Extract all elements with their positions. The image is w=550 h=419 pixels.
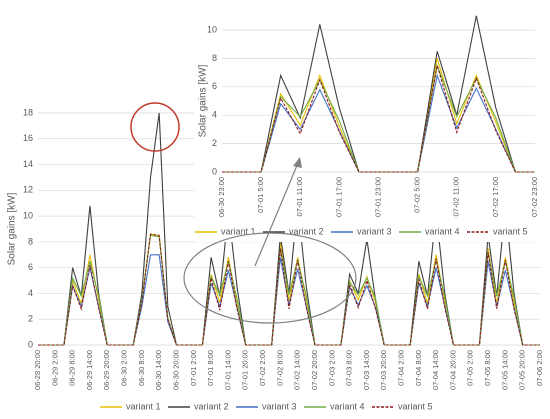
y-tick-label: 8 [212, 53, 217, 63]
x-tick-label: 06-29 2:00 [50, 350, 59, 386]
x-tick-label: 07-02 2:00 [258, 350, 267, 386]
y-tick-label: 0 [212, 166, 217, 176]
y-tick-label: 10 [207, 24, 217, 34]
legend-label: variant 4 [425, 226, 460, 236]
legend-label: variant 3 [357, 226, 392, 236]
y-axis-label: Solar gains [kW] [7, 192, 18, 265]
zoom-arrow [254, 162, 299, 267]
x-tick-label: 07-05 2:00 [466, 350, 475, 386]
y-tick-label: 18 [23, 107, 33, 117]
x-tick-label: 07-04 8:00 [414, 350, 423, 386]
series-line [222, 65, 535, 173]
y-tick-label: 12 [23, 185, 33, 195]
x-tick-label: 07-02 5:00 [413, 177, 422, 213]
x-tick-label: 07-01 23:00 [373, 177, 382, 217]
legend-label: variant 2 [289, 226, 324, 236]
zoom-arrow-head [293, 157, 302, 168]
x-tick-label: 07-05 8:00 [483, 350, 492, 386]
x-tick-label: 07-01 8:00 [206, 350, 215, 386]
legend-label: variant 2 [194, 401, 229, 411]
x-tick-label: 06-30 23:00 [217, 177, 226, 217]
x-tick-label: 07-06 2:00 [535, 350, 544, 386]
legend-label: variant 5 [493, 226, 528, 236]
x-tick-label: 07-03 2:00 [327, 350, 336, 386]
series-line [38, 233, 540, 346]
x-tick-label: 06-28 20:00 [33, 350, 42, 390]
y-tick-label: 0 [28, 339, 33, 349]
x-tick-label: 06-30 8:00 [137, 350, 146, 386]
y-tick-label: 4 [212, 110, 217, 120]
x-tick-label: 06-29 8:00 [68, 350, 77, 386]
x-tick-label: 06-29 14:00 [85, 350, 94, 390]
legend-label: variant 5 [398, 401, 433, 411]
x-tick-label: 07-02 8:00 [275, 350, 284, 386]
y-tick-label: 6 [212, 81, 217, 91]
x-tick-label: 06-29 20:00 [102, 350, 111, 390]
legend-label: variant 4 [330, 401, 365, 411]
y-tick-label: 16 [23, 133, 33, 143]
y-tick-label: 14 [23, 159, 33, 169]
x-tick-label: 07-04 14:00 [431, 350, 440, 390]
x-tick-label: 06-30 20:00 [171, 350, 180, 390]
x-tick-label: 06-30 2:00 [120, 350, 129, 386]
x-tick-label: 07-02 17:00 [491, 177, 500, 217]
x-tick-label: 07-05 14:00 [500, 350, 509, 390]
x-tick-label: 07-04 2:00 [397, 350, 406, 386]
y-tick-label: 2 [28, 314, 33, 324]
inset-background [194, 8, 544, 242]
x-tick-label: 07-01 2:00 [189, 350, 198, 386]
x-tick-label: 07-01 5:00 [256, 177, 265, 213]
highlight-circle [130, 102, 180, 152]
x-tick-label: 07-01 11:00 [295, 177, 304, 216]
legend-label: variant 1 [221, 226, 256, 236]
y-axis-label: Solar gains [kW] [198, 64, 209, 137]
y-tick-label: 2 [212, 138, 217, 148]
x-tick-label: 07-02 20:00 [310, 350, 319, 390]
legend-label: variant 1 [126, 401, 161, 411]
legend-label: variant 3 [262, 401, 297, 411]
x-tick-label: 07-03 20:00 [379, 350, 388, 390]
x-tick-label: 07-03 8:00 [345, 350, 354, 386]
x-tick-label: 07-01 17:00 [334, 177, 343, 217]
x-tick-label: 07-02 23:00 [530, 177, 539, 217]
highlight-ellipse [183, 232, 357, 324]
x-tick-label: 07-03 14:00 [362, 350, 371, 390]
y-tick-label: 8 [28, 236, 33, 246]
y-tick-label: 6 [28, 262, 33, 272]
x-tick-label: 07-02 14:00 [293, 350, 302, 390]
y-tick-label: 4 [28, 288, 33, 298]
y-tick-label: 10 [23, 210, 33, 220]
x-tick-label: 07-04 20:00 [448, 350, 457, 390]
x-tick-label: 07-01 14:00 [223, 350, 232, 390]
x-tick-label: 07-02 11:00 [452, 177, 461, 216]
x-tick-label: 06-30 14:00 [154, 350, 163, 390]
x-tick-label: 07-01 20:00 [241, 350, 250, 390]
x-tick-label: 07-05 20:00 [518, 350, 527, 390]
